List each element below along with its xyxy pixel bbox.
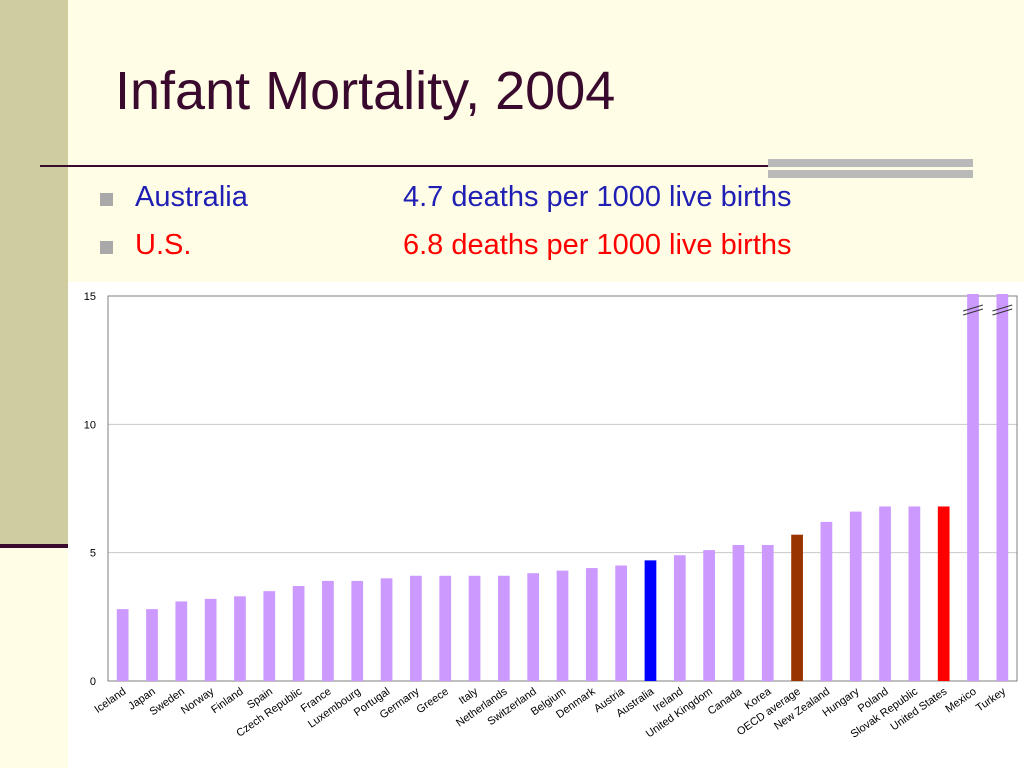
bullet-label-australia: Australia	[135, 181, 248, 213]
bar	[585, 568, 598, 681]
bar	[410, 575, 422, 681]
bullet-marker	[100, 193, 113, 206]
bar	[937, 506, 950, 681]
bar	[673, 555, 686, 681]
bar	[732, 544, 745, 681]
bullet-value-us: 6.8 deaths per 1000 live births	[403, 229, 792, 261]
axis-break-mark	[963, 308, 984, 316]
axis-break-mark	[963, 304, 984, 312]
bar	[204, 598, 217, 681]
bullet-label-us: U.S.	[135, 229, 192, 261]
bar	[175, 601, 188, 681]
axis-break-mark	[992, 308, 1013, 316]
axis-break-mark	[992, 304, 1013, 312]
bar	[116, 609, 129, 681]
bar	[263, 591, 276, 681]
left-decor-band	[0, 0, 68, 545]
bar	[791, 534, 803, 681]
bar	[146, 609, 158, 681]
x-tick-label: Norway	[179, 685, 217, 717]
bar	[615, 565, 628, 681]
x-tick-label: Greece	[414, 686, 450, 717]
x-tick-label: Canada	[706, 685, 745, 717]
bar	[849, 511, 862, 681]
slide-title: Infant Mortality, 2004	[115, 61, 616, 121]
y-tick-label: 5	[90, 548, 96, 560]
bar	[703, 550, 715, 681]
bar	[908, 506, 921, 681]
y-tick-label: 0	[90, 676, 96, 688]
bar	[439, 575, 452, 681]
y-tick-label: 10	[84, 419, 96, 431]
bar	[556, 570, 569, 681]
bar	[468, 575, 481, 681]
infant-mortality-chart: 0 5 10 15 Iceland Japan Sweden Norway Finland Spa…	[68, 282, 1024, 768]
bar	[234, 596, 246, 681]
bar	[879, 506, 891, 681]
x-tick-label: Iceland	[92, 686, 128, 716]
left-decor-rule	[0, 544, 68, 548]
bullet-value-australia: 4.7 deaths per 1000 live births	[403, 181, 792, 213]
bar	[761, 544, 774, 681]
y-tick-label: 15	[84, 291, 96, 303]
bar	[322, 580, 334, 681]
bar	[292, 586, 305, 681]
x-tick-label: Turkey	[974, 685, 1008, 714]
title-divider	[40, 165, 970, 167]
bar	[967, 294, 979, 681]
title-accent-bar	[768, 159, 973, 178]
bar	[527, 573, 540, 681]
bar	[996, 294, 1009, 681]
bar	[820, 521, 833, 681]
x-tick-label: Finland	[209, 686, 245, 717]
bar	[380, 578, 393, 681]
bar	[497, 575, 510, 681]
bar	[351, 580, 364, 681]
bar	[644, 560, 657, 681]
bullet-marker	[100, 241, 113, 254]
x-tick-label: Mexico	[943, 686, 978, 716]
